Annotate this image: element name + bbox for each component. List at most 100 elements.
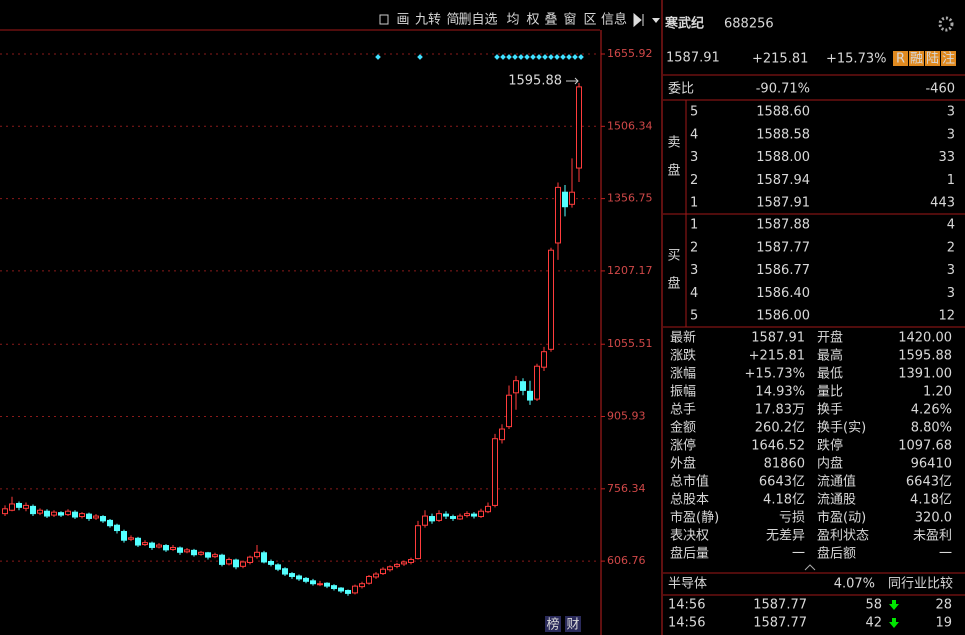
stat-value: 81860 xyxy=(764,457,805,472)
toolbar-button[interactable]: 权 xyxy=(526,12,539,28)
candle-body xyxy=(296,575,302,580)
signal-marker xyxy=(566,54,572,60)
toolbar-button[interactable]: 画 xyxy=(396,13,409,28)
toolbar-button[interactable]: 删自选 xyxy=(458,13,497,28)
signal-marker xyxy=(530,54,536,60)
candle-body xyxy=(310,580,316,585)
candle-body xyxy=(338,587,344,592)
badge-bg xyxy=(925,51,940,66)
footer-button-bg[interactable] xyxy=(565,616,581,632)
stat-label: 金额 xyxy=(670,420,696,436)
signal-marker xyxy=(542,54,548,60)
candle-body xyxy=(415,525,421,560)
stat-label: 跌停 xyxy=(817,438,843,454)
book-price: 1587.91 xyxy=(756,196,810,211)
book-level: 5 xyxy=(690,309,698,324)
book-volume: 3 xyxy=(947,105,955,120)
stat-label: 总股本 xyxy=(670,493,709,508)
candle-body xyxy=(247,556,253,563)
y-tick-label: 1506.34 xyxy=(607,119,653,132)
stat-value: 96410 xyxy=(911,457,952,472)
stat-value: 4.26% xyxy=(911,403,952,418)
sector-pct: 4.07% xyxy=(834,577,875,592)
candle-body xyxy=(548,249,554,350)
candle-body xyxy=(156,544,162,548)
candle-body xyxy=(212,554,218,558)
book-volume: 2 xyxy=(947,240,955,255)
signal-marker xyxy=(548,54,554,60)
book-volume: 443 xyxy=(930,196,955,211)
book-volume: 1 xyxy=(947,173,955,188)
y-tick-label: 1055.51 xyxy=(607,337,653,350)
max-price-label: 1595.88 xyxy=(508,74,562,89)
candle-body xyxy=(184,549,190,553)
candle-body xyxy=(226,559,232,565)
badge-bg xyxy=(893,51,908,66)
lock-icon[interactable] xyxy=(379,14,389,25)
candle-body xyxy=(436,513,442,521)
stat-value: 一 xyxy=(792,547,805,562)
candle-body xyxy=(401,561,407,565)
toolbar-button[interactable]: 简 xyxy=(446,12,459,28)
book-level: 1 xyxy=(690,196,698,211)
trade-volume: 42 xyxy=(865,616,882,631)
trade-volume: 58 xyxy=(865,598,882,613)
candle-body xyxy=(86,513,92,519)
stat-value: +15.73% xyxy=(745,367,805,382)
stat-value: 一 xyxy=(939,547,952,562)
candle-body xyxy=(555,186,561,244)
signal-marker xyxy=(572,54,578,60)
stat-label: 盘后额 xyxy=(817,546,856,562)
candle-body xyxy=(317,583,323,586)
book-level: 4 xyxy=(690,127,698,142)
footer-button[interactable]: 财 xyxy=(566,618,579,633)
candle-body xyxy=(359,583,365,588)
toolbar-button[interactable]: 窗 xyxy=(563,12,576,28)
panel-lines xyxy=(663,74,965,596)
trade-count: 28 xyxy=(935,598,952,613)
signal-marker xyxy=(536,54,542,60)
toolbar-button[interactable]: 均 xyxy=(506,13,519,28)
trade-direction xyxy=(889,618,899,628)
stat-value: 1.20 xyxy=(923,385,952,400)
candle-body xyxy=(219,554,225,565)
candle-body xyxy=(394,563,400,567)
stat-label: 表决权 xyxy=(670,528,709,544)
stat-label: 最高 xyxy=(817,348,843,364)
trade-count: 19 xyxy=(935,616,952,631)
footer-button-bg[interactable] xyxy=(545,616,561,632)
order-ratio-diff: -460 xyxy=(925,82,955,97)
y-tick-label: 1655.92 xyxy=(607,47,653,60)
candle-body xyxy=(324,582,330,587)
candle-body xyxy=(303,577,309,582)
book-price: 1587.94 xyxy=(756,173,810,188)
candle-body xyxy=(135,537,141,546)
book-volume: 3 xyxy=(947,286,955,301)
footer-button[interactable]: 榜 xyxy=(546,617,559,633)
dropdown-icon[interactable] xyxy=(652,18,660,23)
settings-icon[interactable] xyxy=(938,16,954,32)
book-price: 1586.40 xyxy=(756,286,810,301)
signal-marker xyxy=(524,54,530,60)
toolbar-button[interactable]: 区 xyxy=(583,13,596,28)
stat-label: 总市值 xyxy=(670,474,709,490)
toolbar-button[interactable]: 九转 xyxy=(415,13,441,28)
stat-label: 涨停 xyxy=(670,438,696,454)
stat-label: 开盘 xyxy=(817,330,843,346)
collapse-arrow[interactable] xyxy=(804,564,816,571)
panel-toggle-icon[interactable] xyxy=(633,12,644,28)
sector-compare[interactable]: 同行业比较 xyxy=(888,577,953,592)
stat-value: 14.93% xyxy=(755,385,805,400)
stat-value: 17.83万 xyxy=(755,403,805,418)
toolbar-button[interactable]: 信息 xyxy=(601,12,627,28)
stat-label: 盈利状态 xyxy=(817,529,869,544)
candle-body xyxy=(408,559,414,563)
candle-body xyxy=(450,516,456,519)
toolbar-button[interactable]: 叠 xyxy=(544,13,557,28)
stat-label: 市盈(动) xyxy=(817,510,866,526)
stat-label: 市盈(静) xyxy=(670,510,719,526)
stat-value: 无差异 xyxy=(766,529,805,544)
max-price-arrow xyxy=(566,77,579,85)
